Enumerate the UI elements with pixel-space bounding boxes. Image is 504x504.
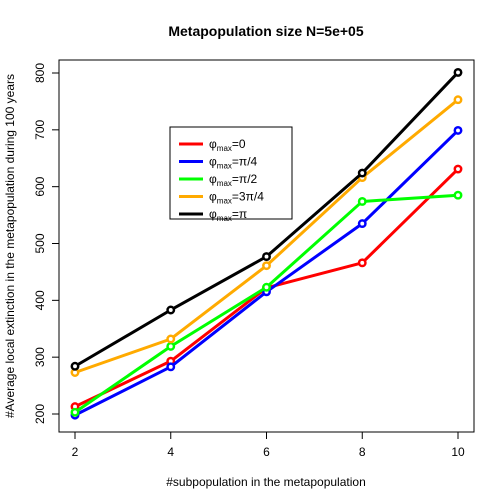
data-point	[166, 305, 176, 315]
data-point	[70, 407, 80, 417]
legend-entry: φmax=0	[209, 137, 246, 153]
y-tick-label: 400	[33, 290, 47, 310]
data-point	[166, 334, 176, 344]
data-point	[262, 261, 271, 271]
x-axis-label: #subpopulation in the metapopulation	[166, 475, 366, 489]
legend-value: =π	[232, 207, 247, 221]
data-point	[70, 361, 80, 371]
series-4	[70, 67, 463, 371]
x-tick-label: 4	[167, 445, 174, 459]
legend-symbol: φ	[209, 137, 217, 151]
legend-subscript: max	[217, 162, 232, 171]
legend-value: =π/4	[232, 155, 258, 169]
data-point	[357, 219, 367, 229]
x-tick-label: 10	[451, 445, 465, 459]
plot-frame	[58, 59, 475, 433]
y-tick-label: 500	[33, 233, 47, 253]
y-tick-label: 800	[33, 63, 47, 83]
legend-subscript: max	[217, 197, 232, 206]
data-point	[453, 95, 463, 105]
legend-subscript: max	[217, 179, 232, 188]
legend-symbol: φ	[209, 207, 217, 221]
y-axis: 200 300 400 500 600 700 800	[33, 63, 59, 424]
y-tick-label: 600	[33, 176, 47, 196]
x-tick-label: 2	[72, 445, 79, 459]
data-point	[357, 168, 367, 178]
series-3	[70, 95, 463, 377]
legend-entry: φmax=π/4	[209, 155, 258, 171]
legend-symbol: φ	[209, 155, 217, 169]
data-point	[453, 164, 463, 174]
legend-entry: φmax=π/2	[209, 172, 258, 188]
legend-subscript: max	[217, 144, 232, 153]
data-point	[453, 190, 463, 200]
legend-entry: φmax=3π/4	[209, 190, 264, 206]
legend-value: =0	[232, 137, 246, 151]
data-point	[357, 196, 367, 206]
legend-value: =π/2	[232, 172, 258, 186]
legend-value: =3π/4	[232, 190, 264, 204]
y-tick-label: 200	[33, 404, 47, 424]
data-point	[357, 258, 367, 268]
data-point	[262, 252, 271, 262]
data-point	[262, 282, 271, 292]
chart-title: Metapopulation size N=5e+05	[168, 23, 363, 39]
series-2	[70, 190, 463, 417]
y-tick-label: 300	[33, 347, 47, 367]
y-axis-label: #Average local extinction in the metapop…	[3, 74, 17, 418]
legend-subscript: max	[217, 214, 232, 223]
y-tick-label: 700	[33, 120, 47, 140]
x-axis: 2 4 6 8 10	[72, 431, 465, 459]
data-point	[166, 341, 176, 351]
data-point	[166, 362, 176, 372]
x-tick-label: 6	[263, 445, 270, 459]
series-layer	[70, 67, 463, 420]
data-point	[453, 67, 463, 77]
legend-symbol: φ	[209, 190, 217, 204]
legend-box	[169, 126, 293, 220]
legend-entry: φmax=π	[209, 207, 247, 223]
x-tick-label: 8	[359, 445, 366, 459]
legend-symbol: φ	[209, 172, 217, 186]
data-point	[453, 125, 463, 135]
